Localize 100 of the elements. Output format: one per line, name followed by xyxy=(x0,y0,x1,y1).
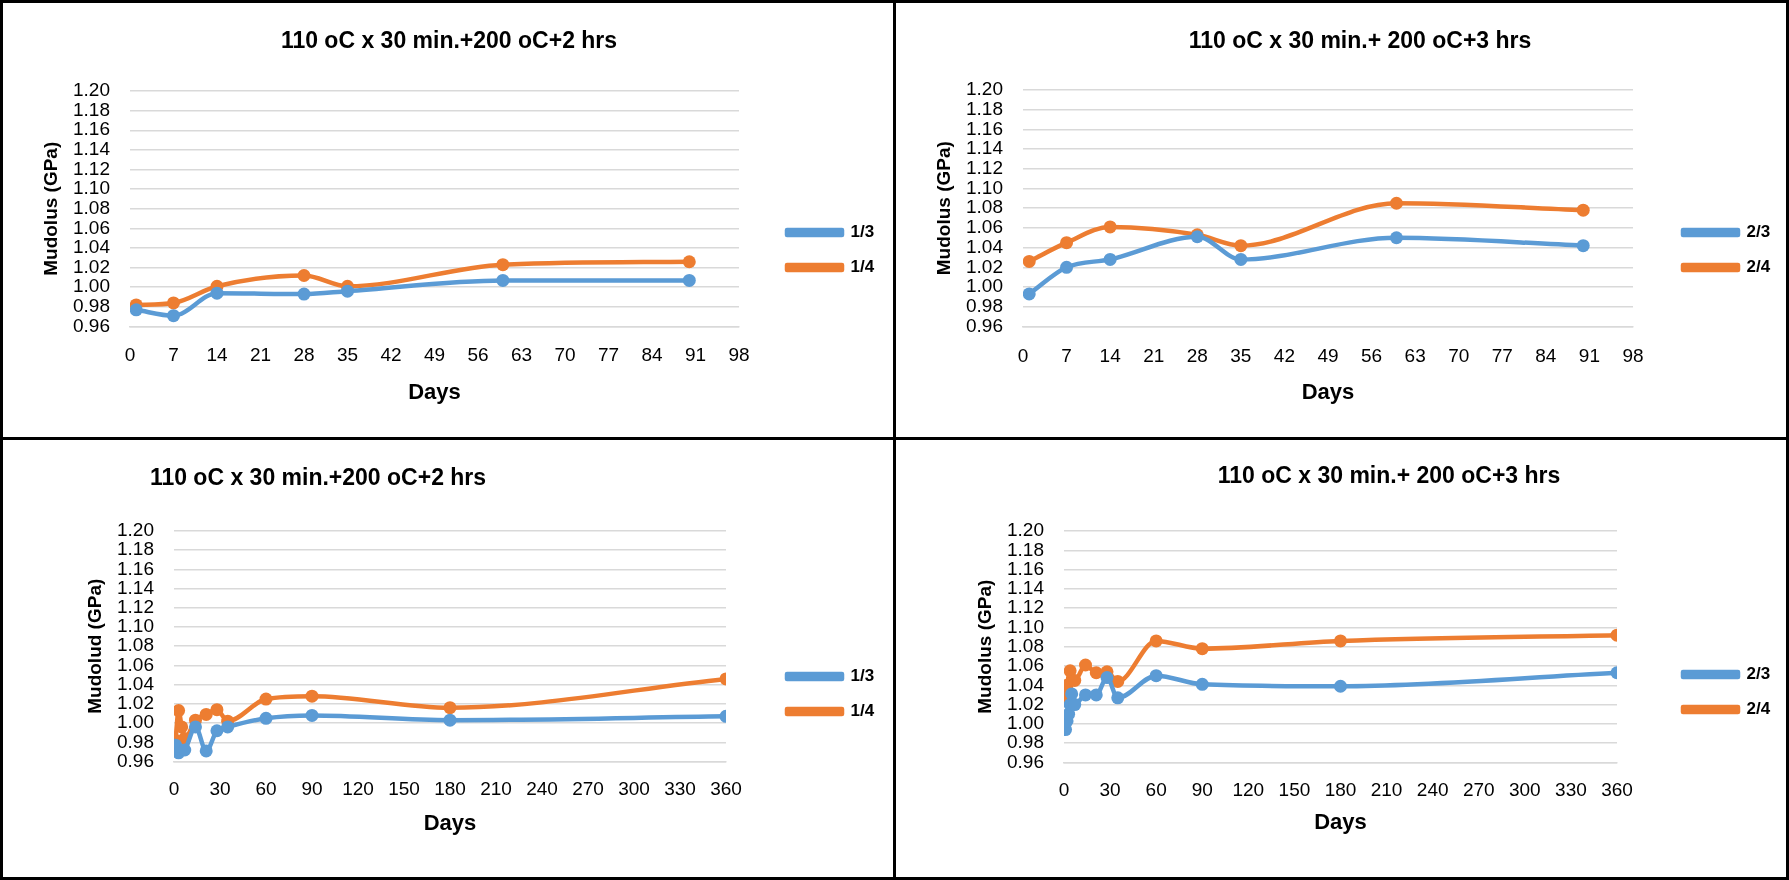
point xyxy=(1079,658,1093,672)
x-tick-label: 35 xyxy=(1230,345,1252,367)
point xyxy=(1068,673,1082,687)
x-tick-label: 240 xyxy=(526,778,558,800)
y-tick-label: 1.10 xyxy=(966,176,1003,198)
y-tick-label: 0.98 xyxy=(1007,731,1044,753)
point xyxy=(341,284,354,298)
y-tick-label: 1.18 xyxy=(966,97,1003,119)
x-tick-label: 0 xyxy=(168,778,180,800)
x-tick-label: 60 xyxy=(255,778,277,800)
x-axis-title: Days xyxy=(423,810,477,836)
x-tick-label: 210 xyxy=(1370,779,1403,801)
y-tick-label: 1.12 xyxy=(117,596,154,618)
y-tick-label: 1.16 xyxy=(966,117,1003,139)
y-tick-label: 0.98 xyxy=(966,294,1003,316)
y-tick-label: 1.20 xyxy=(1007,519,1044,541)
y-tick-label: 1.16 xyxy=(1007,557,1044,579)
y-tick-label: 1.10 xyxy=(1007,615,1044,637)
y-tick-label: 0.98 xyxy=(117,730,154,752)
point xyxy=(1060,236,1074,250)
chart-title: 110 oC x 30 min.+200 oC+2 hrs xyxy=(149,464,487,491)
point xyxy=(210,286,224,300)
y-tick-label: 1.08 xyxy=(73,196,110,218)
y-tick-label: 0.98 xyxy=(73,295,110,317)
point xyxy=(1064,664,1077,678)
y-tick-label: 1.02 xyxy=(73,255,110,277)
point xyxy=(167,309,180,323)
y-tick-label: 1.08 xyxy=(966,196,1003,218)
x-tick-label: 14 xyxy=(206,344,228,366)
point xyxy=(199,707,213,721)
y-axis-title: Mudolus (GPa) xyxy=(932,141,954,276)
x-tick-label: 330 xyxy=(664,778,696,800)
y-tick-label: 1.04 xyxy=(117,672,155,694)
y-tick-label: 1.12 xyxy=(73,157,110,179)
y-tick-label: 1.04 xyxy=(966,235,1004,257)
x-tick-label: 63 xyxy=(510,344,533,366)
point xyxy=(1023,254,1036,268)
point xyxy=(199,744,213,758)
y-tick-label: 0.96 xyxy=(117,749,154,771)
point xyxy=(1103,252,1117,266)
point xyxy=(443,713,457,727)
y-tick-label: 1.02 xyxy=(1007,692,1044,714)
x-tick-label: 42 xyxy=(1273,345,1295,367)
legend-label: 2/3 xyxy=(1746,664,1771,684)
x-tick-label: 84 xyxy=(641,344,663,366)
x-tick-label: 150 xyxy=(1278,779,1311,801)
y-axis-title: Mudolus (GPa) xyxy=(973,579,995,714)
point xyxy=(1195,677,1209,691)
point xyxy=(297,287,311,301)
point xyxy=(221,720,235,734)
y-tick-label: 1.16 xyxy=(117,557,154,579)
x-tick-label: 56 xyxy=(467,344,489,366)
point xyxy=(305,708,319,722)
x-tick-label: 42 xyxy=(380,344,402,366)
point xyxy=(682,273,696,287)
point xyxy=(167,296,180,310)
x-tick-label: 270 xyxy=(572,778,604,800)
x-tick-label: 180 xyxy=(1324,779,1357,801)
point xyxy=(1023,287,1036,301)
x-tick-label: 91 xyxy=(1578,345,1600,367)
y-tick-label: 0.96 xyxy=(73,314,110,336)
x-tick-label: 150 xyxy=(388,778,420,800)
x-tick-label: 360 xyxy=(1601,779,1633,801)
point xyxy=(1060,260,1074,274)
y-tick-label: 1.06 xyxy=(966,216,1003,238)
x-tick-label: 180 xyxy=(434,778,466,800)
chart-title: 110 oC x 30 min.+200 oC+2 hrs xyxy=(280,27,618,54)
legend-label: 2/4 xyxy=(1746,699,1771,719)
y-tick-label: 0.96 xyxy=(966,314,1003,336)
x-tick-label: 98 xyxy=(1622,345,1644,367)
y-tick-label: 0.96 xyxy=(1007,750,1044,772)
chart-title: 110 oC x 30 min.+ 200 oC+3 hrs xyxy=(1188,27,1532,54)
x-tick-label: 21 xyxy=(1143,345,1165,367)
y-axis-title: Mudolud (GPa) xyxy=(83,578,105,714)
y-tick-label: 1.10 xyxy=(117,615,154,637)
x-tick-label: 60 xyxy=(1145,779,1167,801)
y-tick-label: 1.06 xyxy=(1007,654,1044,676)
point xyxy=(1334,634,1347,648)
y-tick-label: 1.20 xyxy=(117,519,154,541)
point xyxy=(1089,666,1103,680)
x-tick-label: 330 xyxy=(1555,779,1587,801)
y-tick-label: 1.04 xyxy=(1007,673,1045,695)
legend-label: 1/3 xyxy=(850,666,875,686)
point xyxy=(188,720,202,734)
y-tick-label: 1.12 xyxy=(1007,596,1044,618)
point xyxy=(496,273,510,287)
y-tick-label: 1.10 xyxy=(73,177,110,199)
y-tick-label: 1.20 xyxy=(73,79,110,101)
y-tick-label: 1.14 xyxy=(966,137,1004,159)
y-tick-label: 1.12 xyxy=(966,157,1003,179)
point xyxy=(210,703,224,717)
x-tick-label: 30 xyxy=(209,778,231,800)
x-tick-label: 7 xyxy=(168,344,179,366)
point xyxy=(1079,688,1093,702)
y-tick-label: 1.14 xyxy=(73,138,111,160)
x-tick-label: 240 xyxy=(1416,779,1449,801)
x-tick-label: 56 xyxy=(1361,345,1383,367)
y-tick-label: 1.00 xyxy=(117,711,154,733)
x-tick-label: 14 xyxy=(1099,345,1122,367)
y-tick-label: 1.18 xyxy=(73,98,110,120)
